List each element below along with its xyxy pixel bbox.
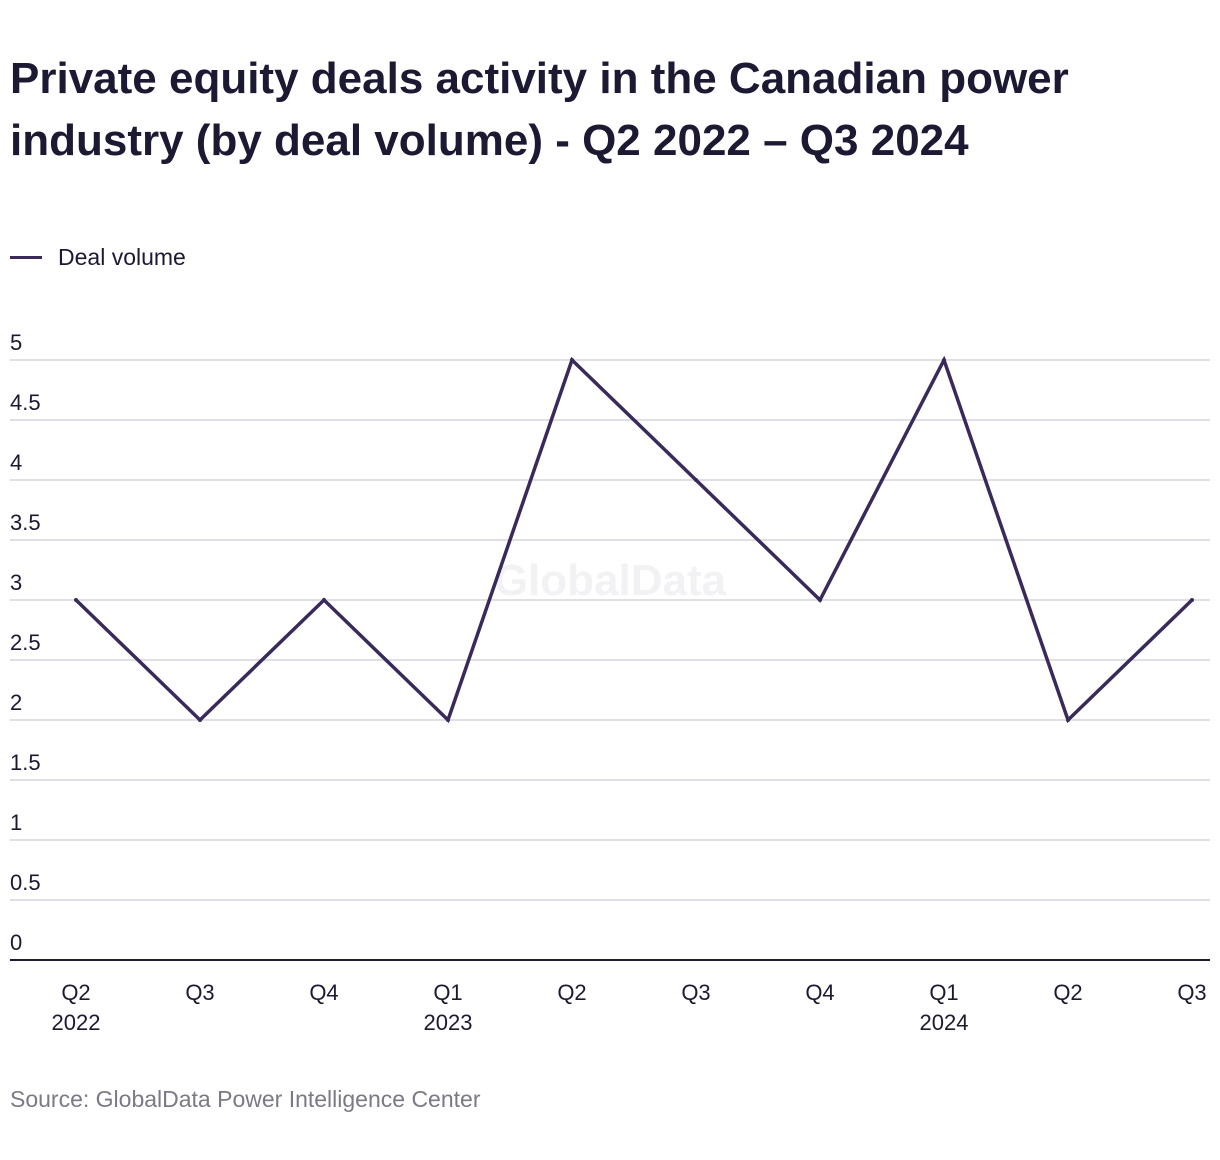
y-tick-label: 2.5 (10, 630, 41, 655)
data-point (446, 718, 450, 722)
y-tick-label: 4.5 (10, 390, 41, 415)
data-point (1066, 718, 1070, 722)
data-point (322, 598, 326, 602)
y-tick-label: 3.5 (10, 510, 41, 535)
data-point (942, 358, 946, 362)
data-point (570, 358, 574, 362)
data-point (74, 598, 78, 602)
y-tick-label: 2 (10, 690, 22, 715)
series-line-deal-volume (74, 355, 1194, 724)
x-tick-label: Q1 2023 (424, 980, 473, 1035)
y-tick-label: 4 (10, 450, 22, 475)
legend-swatch-deal-volume (10, 255, 42, 259)
x-tick-label: Q1 2024 (920, 980, 969, 1035)
y-tick-label: 5 (10, 330, 22, 355)
data-point (694, 478, 698, 482)
x-tick-label: Q2 2022 (52, 980, 101, 1035)
data-point (818, 598, 822, 602)
data-point (1190, 598, 1194, 602)
data-point (198, 718, 202, 722)
x-tick-label: Q3 (681, 980, 710, 1005)
line-chart: GlobalData 0 0.5 1 1.5 2 2.5 3 3.5 4 4.5 5 Q2 2022 Q3 Q… (10, 330, 1210, 1035)
x-tick-label: Q2 (1053, 980, 1082, 1005)
watermark: GlobalData (494, 556, 727, 605)
y-tick-label: 1 (10, 810, 22, 835)
x-tick-label: Q4 (805, 980, 834, 1005)
chart-title: Private equity deals activity in the Can… (10, 54, 1069, 165)
legend: Deal volume (10, 242, 186, 272)
y-tick-label: 0 (10, 930, 22, 955)
x-tick-label: Q4 (309, 980, 338, 1005)
source-note: Source: GlobalData Power Intelligence Ce… (10, 1086, 481, 1112)
y-tick-label: 1.5 (10, 750, 41, 775)
y-tick-label: 0.5 (10, 870, 41, 895)
legend-label-deal-volume: Deal volume (58, 243, 186, 270)
x-tick-label: Q2 (557, 980, 586, 1005)
x-tick-label: Q3 (185, 980, 214, 1005)
y-tick-label: 3 (10, 570, 22, 595)
x-tick-label: Q3 (1177, 980, 1206, 1005)
